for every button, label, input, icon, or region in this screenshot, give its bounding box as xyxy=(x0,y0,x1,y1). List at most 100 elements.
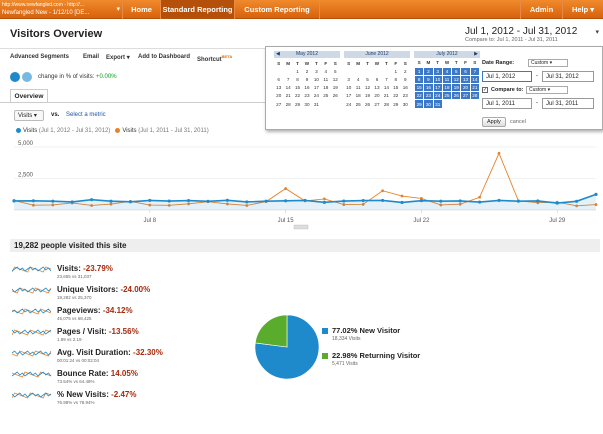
calendar-day[interactable]: 5 xyxy=(333,68,337,74)
calendar-day[interactable]: 17 xyxy=(313,85,319,91)
calendar-day[interactable]: 20 xyxy=(460,83,471,93)
calendar-day[interactable]: 9 xyxy=(305,76,309,82)
calendar-day[interactable]: 6 xyxy=(277,76,280,82)
calendar-day[interactable]: 11 xyxy=(441,74,453,85)
calendar-day[interactable]: 27 xyxy=(276,101,282,107)
calendar-day[interactable]: 4 xyxy=(356,76,360,82)
calendar-day[interactable]: 26 xyxy=(332,93,338,99)
calendar-day[interactable]: 26 xyxy=(451,91,462,101)
calendar-day[interactable]: 24 xyxy=(346,101,352,107)
calendar-day[interactable]: 4 xyxy=(441,66,453,76)
tab-admin[interactable]: Admin xyxy=(520,0,562,19)
calendar-day[interactable]: 17 xyxy=(346,93,352,99)
calendar-day[interactable]: 22 xyxy=(413,91,425,101)
calendar-day[interactable]: 16 xyxy=(304,85,310,91)
calendar-day[interactable]: 7 xyxy=(385,76,388,82)
calendar-day[interactable]: 7 xyxy=(469,66,481,76)
calendar-day[interactable]: 11 xyxy=(355,85,361,91)
calendar-day[interactable]: 19 xyxy=(364,93,371,99)
calendar-day[interactable]: 6 xyxy=(375,76,379,82)
calendar-day[interactable]: 10 xyxy=(346,85,352,91)
calendar-day[interactable]: 8 xyxy=(296,76,299,82)
calendar-day[interactable]: 20 xyxy=(276,93,282,99)
calendar-day[interactable]: 3 xyxy=(432,66,443,76)
calendar-day[interactable]: 28 xyxy=(469,91,481,101)
end-date-input[interactable]: Jul 31, 2012 xyxy=(542,71,594,82)
calendar-day[interactable]: 28 xyxy=(383,101,389,107)
tab-custom-reporting[interactable]: Custom Reporting xyxy=(234,0,320,19)
prev-month-icon[interactable]: ◀ xyxy=(276,51,280,57)
calendar-day[interactable]: 4 xyxy=(324,68,328,74)
calendar-day[interactable]: 21 xyxy=(383,93,389,99)
calendar-day[interactable]: 10 xyxy=(313,76,319,82)
calendar-day[interactable]: 18 xyxy=(355,93,361,99)
calendar-day[interactable]: 24 xyxy=(313,93,319,99)
calendar-day[interactable]: 14 xyxy=(383,85,389,91)
calendar-day[interactable]: 25 xyxy=(323,93,329,99)
compare-start-input[interactable]: Jul 1, 2011 xyxy=(482,98,532,109)
calendar-day[interactable]: 11 xyxy=(323,76,329,82)
advanced-segments-button[interactable]: Advanced Segments xyxy=(10,54,70,60)
calendar-day[interactable]: 1 xyxy=(413,66,425,76)
add-to-dashboard-button[interactable]: Add to Dashboard xyxy=(138,54,190,60)
cancel-link[interactable]: cancel xyxy=(510,119,526,125)
calendar-day[interactable]: 16 xyxy=(423,83,434,93)
account-selector[interactable]: http://www.newfangled.com - http://... N… xyxy=(2,1,120,18)
metric-dropdown[interactable]: Visits ▾ xyxy=(14,110,44,121)
calendar-day[interactable]: 3 xyxy=(315,68,318,74)
calendar-day[interactable]: 18 xyxy=(441,83,453,93)
calendar-day[interactable]: 28 xyxy=(285,101,291,107)
calendar-day[interactable]: 15 xyxy=(413,83,425,93)
calendar-day[interactable]: 27 xyxy=(460,91,471,101)
calendar-day[interactable]: 15 xyxy=(294,85,301,91)
calendar-day[interactable]: 30 xyxy=(402,101,408,107)
calendar-day[interactable]: 8 xyxy=(413,74,425,85)
calendar-day[interactable]: 1 xyxy=(296,68,299,74)
calendar-day[interactable]: 22 xyxy=(393,93,399,99)
compare-checkbox[interactable]: ✓ xyxy=(482,87,488,93)
apply-button[interactable]: Apply xyxy=(482,117,506,127)
calendar-day[interactable]: 7 xyxy=(286,76,290,82)
calendar-day[interactable]: 26 xyxy=(364,101,371,107)
calendar-day[interactable]: 15 xyxy=(393,85,399,91)
calendar-day[interactable]: 23 xyxy=(423,91,434,101)
calendar-day[interactable]: 31 xyxy=(432,99,443,109)
calendar-day[interactable]: 13 xyxy=(374,85,380,91)
calendar-day[interactable]: 29 xyxy=(413,99,425,109)
calendar-day[interactable]: 13 xyxy=(276,85,282,91)
calendar-day[interactable]: 20 xyxy=(374,93,380,99)
calendar-day[interactable]: 19 xyxy=(332,85,338,91)
calendar-day[interactable]: 12 xyxy=(332,76,338,82)
calendar-day[interactable]: 25 xyxy=(355,101,361,107)
calendar-day[interactable]: 14 xyxy=(469,74,481,85)
calendar-day[interactable]: 31 xyxy=(313,101,319,107)
email-button[interactable]: Email xyxy=(83,54,100,60)
calendar-day[interactable]: 5 xyxy=(366,76,369,82)
compare-mode-select[interactable]: Custom ▾ xyxy=(526,86,568,94)
select-metric-link[interactable]: Select a metric xyxy=(66,112,106,118)
calendar-day[interactable]: 9 xyxy=(423,74,434,85)
calendar-day[interactable]: 19 xyxy=(451,83,462,93)
next-month-icon[interactable]: ▶ xyxy=(474,51,478,57)
calendar-day[interactable]: 5 xyxy=(451,66,462,76)
calendar-day[interactable]: 14 xyxy=(285,85,291,91)
calendar-day[interactable]: 25 xyxy=(441,91,453,101)
tab-home[interactable]: Home xyxy=(122,0,160,19)
calendar-day[interactable]: 23 xyxy=(402,93,408,99)
calendar-day[interactable]: 22 xyxy=(294,93,301,99)
calendar-day[interactable]: 1 xyxy=(394,68,398,74)
calendar-day[interactable]: 12 xyxy=(451,74,462,85)
calendar-day[interactable]: 9 xyxy=(403,76,407,82)
tab-standard-reporting[interactable]: Standard Reporting xyxy=(160,0,234,19)
date-range-selector[interactable]: Jul 1, 2012 - Jul 31, 2012 Compare to: J… xyxy=(465,26,601,48)
calendar-day[interactable]: 16 xyxy=(402,85,408,91)
calendar-day[interactable]: 6 xyxy=(460,66,471,76)
export-button[interactable]: Export ▾ xyxy=(106,54,130,61)
calendar-day[interactable]: 3 xyxy=(347,76,350,82)
shortcut-button[interactable]: ShortcutBETA xyxy=(197,54,232,63)
calendar-day[interactable]: 10 xyxy=(432,74,443,85)
calendar-day[interactable]: 2 xyxy=(423,66,434,76)
calendar-day[interactable]: 21 xyxy=(469,83,481,93)
calendar-day[interactable]: 23 xyxy=(304,93,310,99)
calendar-day[interactable]: 8 xyxy=(394,76,398,82)
